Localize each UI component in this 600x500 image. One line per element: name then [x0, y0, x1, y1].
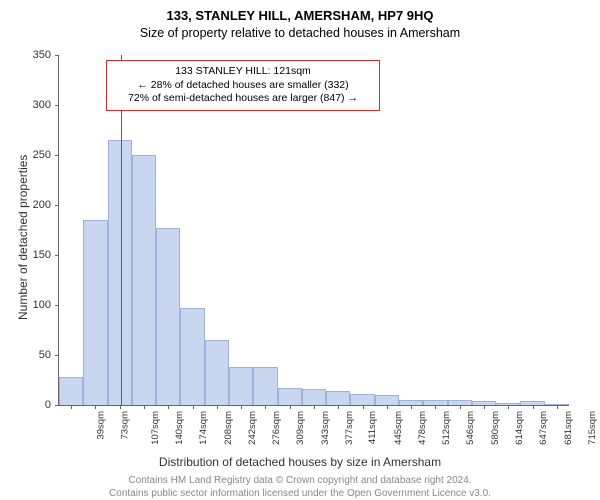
x-tick-label: 715sqm [587, 411, 598, 445]
x-tick-label: 39sqm [96, 411, 107, 440]
x-tick [460, 405, 461, 409]
x-tick [95, 405, 96, 409]
footer-text: Contains HM Land Registry data © Crown c… [0, 474, 600, 500]
x-tick [314, 405, 315, 409]
y-tick-label: 300 [33, 99, 51, 111]
x-tick [338, 405, 339, 409]
x-tick-label: 377sqm [344, 411, 355, 445]
x-tick [217, 405, 218, 409]
x-tick-label: 208sqm [222, 411, 233, 445]
page-title: 133, STANLEY HILL, AMERSHAM, HP7 9HQ [0, 8, 600, 23]
histogram-bar [375, 395, 399, 405]
histogram-bar [205, 340, 229, 405]
histogram-bar [278, 388, 302, 405]
y-tick-label: 250 [33, 149, 51, 161]
y-tick-label: 200 [33, 199, 51, 211]
x-tick-label: 681sqm [562, 411, 573, 445]
x-tick-label: 309sqm [295, 411, 306, 445]
histogram-bar [83, 220, 107, 405]
y-tick-label: 150 [33, 249, 51, 261]
x-tick-label: 242sqm [247, 411, 258, 445]
plot-area: 133 STANLEY HILL: 121sqm ← 28% of detach… [58, 55, 569, 406]
x-tick [144, 405, 145, 409]
y-tick-label: 0 [45, 399, 51, 411]
histogram-bar [132, 155, 156, 405]
x-tick-label: 174sqm [198, 411, 209, 445]
y-tick-label: 50 [39, 349, 51, 361]
footer-line-1: Contains HM Land Registry data © Crown c… [0, 474, 600, 487]
histogram-bar [180, 308, 204, 405]
x-tick-label: 580sqm [490, 411, 501, 445]
y-tick [55, 305, 59, 306]
histogram-bar [326, 391, 350, 405]
x-tick [193, 405, 194, 409]
y-tick-label: 350 [33, 49, 51, 61]
histogram-bar [350, 394, 374, 405]
chart-container: 133, STANLEY HILL, AMERSHAM, HP7 9HQ Siz… [0, 0, 600, 500]
histogram-bar [59, 377, 83, 405]
footer-line-2: Contains public sector information licen… [0, 487, 600, 500]
x-tick [265, 405, 266, 409]
histogram-bar [229, 367, 253, 405]
x-tick-label: 140sqm [174, 411, 185, 445]
x-tick [120, 405, 121, 409]
histogram-bar [156, 228, 180, 405]
x-tick-label: 411sqm [367, 411, 378, 444]
x-tick-label: 343sqm [320, 411, 331, 445]
x-tick [71, 405, 72, 409]
annotation-line-3: 72% of semi-detached houses are larger (… [115, 92, 371, 106]
y-tick [55, 105, 59, 106]
y-tick-label: 100 [33, 299, 51, 311]
x-tick-label: 546sqm [465, 411, 476, 445]
page-subtitle: Size of property relative to detached ho… [0, 26, 600, 40]
x-tick-label: 73sqm [120, 411, 131, 440]
x-tick [435, 405, 436, 409]
x-tick-label: 512sqm [441, 411, 452, 445]
x-tick-label: 647sqm [538, 411, 549, 445]
x-tick [290, 405, 291, 409]
x-tick-label: 478sqm [417, 411, 428, 445]
histogram-bar [302, 389, 326, 405]
x-tick [484, 405, 485, 409]
x-tick-label: 276sqm [271, 411, 282, 445]
x-tick-label: 614sqm [514, 411, 525, 445]
y-tick [55, 255, 59, 256]
y-tick [55, 205, 59, 206]
histogram-bar [253, 367, 277, 405]
y-tick [55, 55, 59, 56]
x-axis-label: Distribution of detached houses by size … [0, 455, 600, 469]
x-tick [363, 405, 364, 409]
x-tick [533, 405, 534, 409]
annotation-line-2: ← 28% of detached houses are smaller (33… [115, 79, 371, 93]
y-tick [55, 405, 59, 406]
x-tick [168, 405, 169, 409]
y-axis-label: Number of detached properties [16, 155, 30, 320]
y-tick [55, 355, 59, 356]
annotation-line-1: 133 STANLEY HILL: 121sqm [115, 65, 371, 79]
x-tick [411, 405, 412, 409]
x-tick [557, 405, 558, 409]
y-tick [55, 155, 59, 156]
x-tick-label: 107sqm [150, 411, 161, 445]
x-tick [508, 405, 509, 409]
annotation-box: 133 STANLEY HILL: 121sqm ← 28% of detach… [106, 60, 380, 111]
x-tick [241, 405, 242, 409]
x-tick [387, 405, 388, 409]
x-tick-label: 445sqm [392, 411, 403, 445]
histogram-bar [108, 140, 132, 405]
